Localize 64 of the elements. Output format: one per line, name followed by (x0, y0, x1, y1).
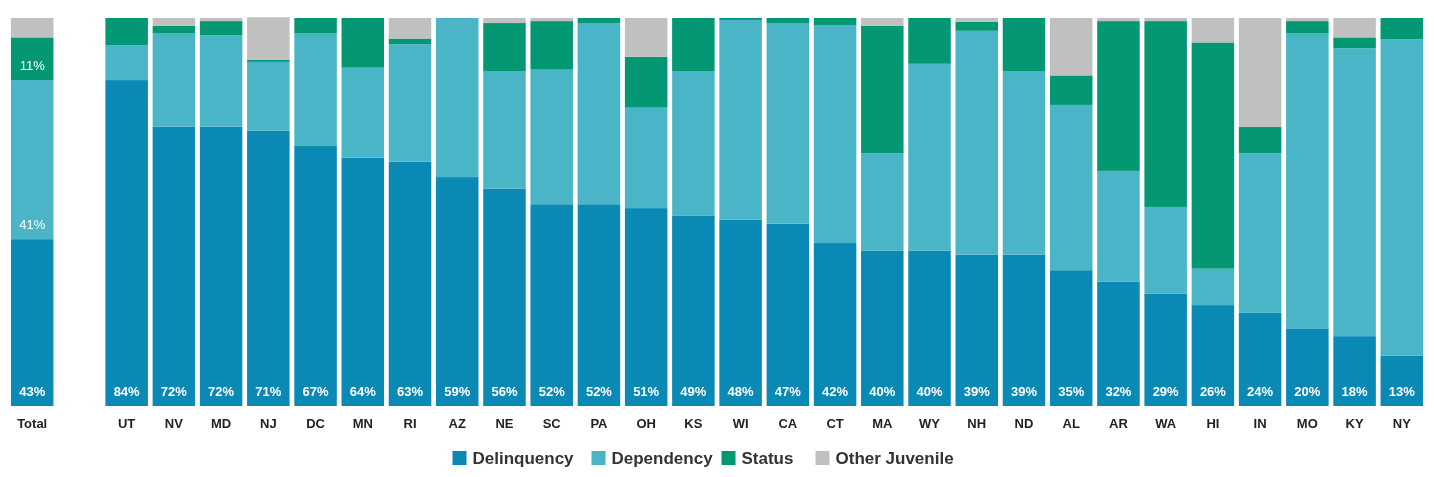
data-label: 13% (1388, 384, 1416, 399)
data-label: 11% (19, 58, 46, 74)
x-tick-label: WY (919, 416, 941, 431)
data-label: 64% (349, 384, 377, 399)
x-tick-label: MA (872, 416, 894, 431)
data-label: 35% (1058, 384, 1085, 399)
x-tick-label: NJ (260, 416, 277, 431)
data-label: 26% (1199, 384, 1227, 399)
x-tick-label: KY (1345, 416, 1364, 431)
data-label: 49% (680, 384, 707, 399)
x-tick-label: MD (211, 416, 232, 431)
x-tick-label: SC (542, 416, 562, 431)
data-label: 48% (727, 384, 755, 399)
x-tick-label: AR (1109, 416, 1129, 431)
data-label: 41% (19, 217, 46, 233)
x-tick-label: NV (164, 416, 184, 431)
data-label: 32% (1105, 384, 1132, 399)
data-label: 59% (444, 384, 471, 399)
data-label: 84% (113, 384, 141, 399)
x-tick-label: WI (732, 416, 749, 431)
legend-label: Status (741, 449, 794, 468)
data-label: 24% (1247, 384, 1274, 399)
data-label: 29% (1152, 384, 1180, 399)
data-label: 56% (491, 384, 518, 399)
x-tick-label: PA (590, 416, 609, 431)
x-tick-label: AZ (448, 416, 466, 431)
data-label: 52% (585, 384, 613, 399)
x-tick-label: HI (1206, 416, 1220, 431)
x-tick-label: ND (1014, 416, 1034, 431)
data-label: 20% (1294, 384, 1321, 399)
data-label: 18% (1341, 384, 1369, 399)
data-label: 52% (538, 384, 566, 399)
x-tick-label: RI (403, 416, 417, 431)
data-label: 39% (963, 384, 991, 399)
x-tick-label: MN (352, 416, 373, 431)
data-label: 51% (633, 384, 660, 399)
x-tick-label: MO (1296, 416, 1318, 431)
data-label: 40% (916, 384, 943, 399)
data-label: 42% (822, 384, 849, 399)
data-label: 47% (774, 384, 802, 399)
x-tick-label: DC (306, 416, 326, 431)
data-label: 72% (208, 384, 235, 399)
x-tick-label: AL (1062, 416, 1080, 431)
data-label: 72% (160, 384, 188, 399)
x-tick-label: Total (17, 416, 48, 431)
legend-label: Dependency (611, 449, 714, 468)
data-label: 67% (302, 384, 330, 399)
x-tick-label: UT (117, 416, 136, 431)
x-tick-label: CT (826, 416, 844, 431)
x-tick-label: CA (778, 416, 798, 431)
x-tick-label: OH (636, 416, 656, 431)
x-tick-label: IN (1253, 416, 1267, 431)
x-tick-label: NE (495, 416, 514, 431)
legend-label: Other Juvenile (835, 449, 954, 468)
data-label: 40% (869, 384, 896, 399)
legend-label: Delinquency (472, 449, 575, 468)
data-label: 71% (255, 384, 282, 399)
data-label: 43% (19, 384, 46, 399)
x-tick-label: KS (684, 416, 703, 431)
x-tick-label: WA (1155, 416, 1177, 431)
data-label: 39% (1010, 384, 1038, 399)
x-tick-label: NH (967, 416, 987, 431)
data-label: 63% (397, 384, 424, 399)
x-tick-label: NY (1392, 416, 1412, 431)
